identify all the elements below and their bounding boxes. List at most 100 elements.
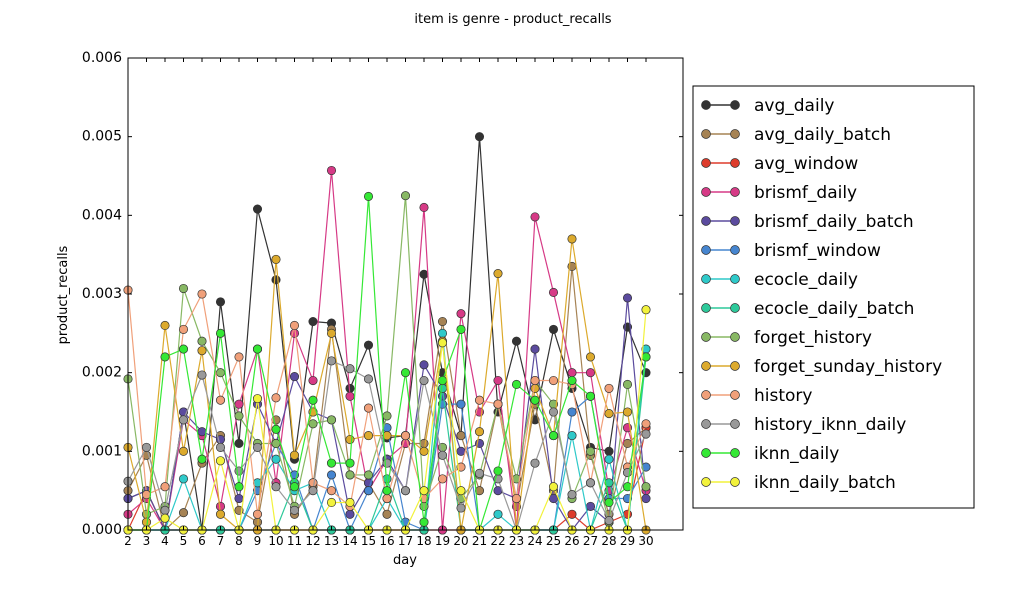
data-point [326,497,337,508]
x-tick-label: 18 [416,534,431,548]
data-point [567,407,577,417]
x-tick-label: 20 [453,534,468,548]
x-axis: 2 3 4 5 6 7 8 9 10 11 12 13 14 15 16 17 18 19 20 21 22 23 24 25… [124,58,654,548]
data-point [548,431,559,441]
data-point [530,375,540,386]
data-point [641,462,651,472]
data-point [585,501,596,511]
data-point [382,458,392,468]
data-point [326,328,337,338]
data-point [308,486,318,496]
data-point [363,374,374,384]
legend-label: history [754,386,812,406]
data-point [456,324,466,334]
legend-marker [701,332,711,342]
data-point [345,364,355,374]
legend-label: ecocle_daily [754,270,858,290]
data-point [400,486,411,496]
legend-marker [730,390,740,400]
data-point [530,344,540,354]
data-point [345,509,355,519]
x-tick-label: 19 [435,534,450,548]
legend-item: forget_sunday_history [701,357,942,377]
data-point [234,399,244,409]
data-point [215,395,226,405]
legend-item: iknn_daily [701,444,839,464]
data-point [234,438,244,449]
legend-label: avg_daily [754,96,834,116]
data-point [474,427,485,437]
data-point [530,212,540,222]
x-tick-label: 28 [601,534,616,548]
data-point [641,429,651,439]
data-point [400,368,411,378]
data-point [326,486,337,496]
data-point [234,482,244,492]
y-tick-label: 0.001 [82,443,122,459]
data-point [511,493,522,504]
data-point [437,328,448,338]
data-point [530,383,540,393]
data-point [197,427,207,437]
legend-marker [701,129,711,139]
data-point [271,275,281,285]
data-point [345,458,355,468]
data-point [160,352,170,362]
data-point [178,474,189,484]
data-point [363,403,374,413]
legend-marker [701,361,711,371]
x-tick-label: 8 [235,534,243,548]
data-point [437,338,448,348]
x-tick-label: 27 [583,534,598,548]
legend-marker [730,477,740,487]
data-point [493,399,503,409]
legend-item: brismf_daily_batch [701,212,914,232]
data-point [345,497,355,508]
data-point [548,407,559,417]
legend-item: avg_window [701,154,858,174]
data-point [604,409,614,419]
legend-label: history_iknn_daily [754,415,906,435]
data-point [474,468,485,478]
y-tick-label: 0.003 [82,286,122,302]
x-tick-label: 14 [342,534,357,548]
data-point [326,470,337,480]
data-point [622,293,633,303]
data-point [271,438,281,449]
legend-marker [701,390,711,400]
data-point [382,509,392,519]
plot-frame [127,57,684,531]
data-point [382,486,392,496]
series-line [127,136,647,533]
legend-item: iknn_daily_batch [701,473,896,493]
data-point [530,395,540,405]
data-point [604,497,614,508]
data-point [178,508,189,518]
data-point [215,328,226,338]
data-point [419,202,429,213]
data-point [160,505,170,515]
data-point [271,454,281,464]
data-point [197,370,207,380]
data-point [178,324,189,334]
data-point [271,254,281,264]
data-point [289,482,300,492]
y-axis: 0.000 0.001 0.002 0.003 0.004 0.005 0.006 [82,50,683,538]
data-point [234,493,244,504]
data-point [160,482,170,492]
plot-marks [123,132,651,535]
data-point [641,493,651,504]
legend-marker [730,332,740,342]
data-point [493,375,503,386]
legend-frame [692,85,975,509]
x-tick-label: 22 [490,534,505,548]
legend-item: forget_history [701,328,872,348]
data-point [382,493,392,504]
data-point [326,356,337,366]
data-point [419,269,429,279]
legend-item: brismf_window [701,241,881,261]
legend-item: brismf_daily [701,183,857,203]
legend-item: history_iknn_daily [701,415,906,435]
y-axis-label: product_recalls [56,245,71,344]
